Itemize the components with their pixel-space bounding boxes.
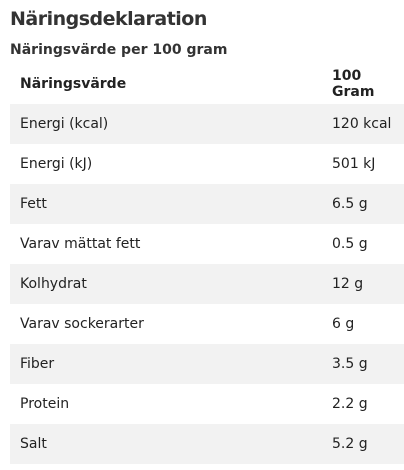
nutrient-name: Varav sockerarter [20, 316, 144, 332]
nutrient-name: Kolhydrat [20, 276, 87, 292]
nutrient-amount: 6 g [332, 316, 355, 332]
subtitle: Näringsvärde per 100 gram [10, 42, 228, 58]
table-row: Varav sockerarter 6 g [10, 304, 404, 344]
nutrient-amount: 0.5 g [332, 236, 368, 252]
column-header: 100 Gram [332, 68, 375, 100]
nutrient-amount: 2.2 g [332, 396, 368, 412]
nutrient-name: Fett [20, 196, 47, 212]
table-row: Fiber 3.5 g [10, 344, 404, 384]
table-row: Salt 5.2 g [10, 424, 404, 464]
nutrient-name: Salt [20, 436, 47, 452]
table-row: Varav mättat fett 0.5 g [10, 224, 404, 264]
column-header: Näringsvärde [20, 76, 127, 92]
nutrient-amount: 501 kJ [332, 156, 376, 172]
nutrient-name: Energi (kJ) [20, 156, 93, 172]
nutrient-amount: 3.5 g [332, 356, 368, 372]
nutrient-name: Protein [20, 396, 70, 412]
header-row: Näringsvärde 100 Gram [10, 64, 404, 104]
nutrient-name: Fiber [20, 356, 55, 372]
table-row: Kolhydrat 12 g [10, 264, 404, 304]
nutrient-amount: 12 g [332, 276, 364, 292]
nutrient-amount: 5.2 g [332, 436, 368, 452]
table-row: Protein 2.2 g [10, 384, 404, 424]
nutrient-name: Varav mättat fett [20, 236, 141, 252]
nutrient-amount: 120 kcal [332, 116, 392, 132]
table-row: Fett 6.5 g [10, 184, 404, 224]
nutrition-table: Näringsvärde 100 Gram Energi (kcal) 120 kc… [10, 64, 404, 464]
nutrient-amount: 6.5 g [332, 196, 368, 212]
nutrient-name: Energi (kcal) [20, 116, 109, 132]
table-row: Energi (kJ) 501 kJ [10, 144, 404, 184]
table-row: Energi (kcal) 120 kcal [10, 104, 404, 144]
title: Näringsdeklaration [10, 8, 207, 30]
